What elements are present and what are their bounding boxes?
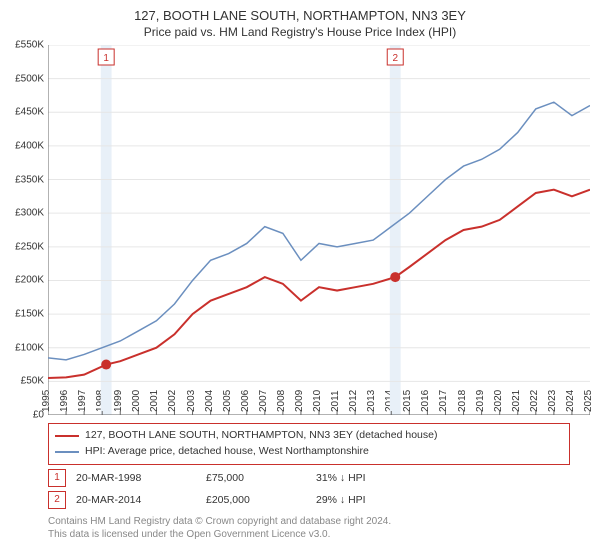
chart-container: 127, BOOTH LANE SOUTH, NORTHAMPTON, NN3 …	[0, 0, 600, 560]
y-tick-label: £250K	[15, 241, 48, 252]
y-tick-label: £500K	[15, 73, 48, 84]
y-tick-label: £200K	[15, 275, 48, 286]
y-tick-label: £450K	[15, 107, 48, 118]
marker-cell-date: 20-MAR-2014	[76, 494, 206, 506]
marker-cell-delta: 31% ↓ HPI	[316, 472, 436, 484]
marker-cell-delta: 29% ↓ HPI	[316, 494, 436, 506]
chart-subtitle: Price paid vs. HM Land Registry's House …	[0, 23, 600, 45]
y-tick-label: £350K	[15, 174, 48, 185]
attribution: Contains HM Land Registry data © Crown c…	[48, 515, 570, 541]
y-tick-label: £150K	[15, 309, 48, 320]
legend-label: HPI: Average price, detached house, West…	[85, 444, 369, 460]
chart-svg: 12	[48, 45, 590, 415]
marker-cell-price: £205,000	[206, 494, 316, 506]
attribution-line: Contains HM Land Registry data © Crown c…	[48, 515, 570, 528]
marker-cell-price: £75,000	[206, 472, 316, 484]
legend-swatch	[55, 435, 79, 437]
y-tick-label: £550K	[15, 40, 48, 51]
svg-text:2: 2	[392, 53, 398, 64]
series-hpi	[48, 102, 590, 360]
chart-title: 127, BOOTH LANE SOUTH, NORTHAMPTON, NN3 …	[0, 0, 600, 23]
series-price_paid	[48, 190, 590, 378]
marker-cell-date: 20-MAR-1998	[76, 472, 206, 484]
y-tick-label: £50K	[21, 376, 48, 387]
y-tick-label: £400K	[15, 140, 48, 151]
chart-plot-area: £0£50K£100K£150K£200K£250K£300K£350K£400…	[48, 45, 590, 415]
y-tick-label: £100K	[15, 342, 48, 353]
data-point-marker	[101, 360, 111, 370]
legend: 127, BOOTH LANE SOUTH, NORTHAMPTON, NN3 …	[48, 423, 570, 465]
data-point-marker	[390, 272, 400, 282]
svg-text:1: 1	[103, 53, 109, 64]
marker-cell: 2	[48, 491, 76, 509]
vertical-marker: 2	[387, 49, 403, 65]
attribution-line: This data is licensed under the Open Gov…	[48, 528, 570, 541]
y-tick-label: £300K	[15, 208, 48, 219]
marker-badge: 1	[48, 469, 66, 487]
marker-table: 1 20-MAR-1998£75,00031% ↓ HPI 2 20-MAR-2014…	[48, 469, 570, 509]
vertical-marker: 1	[98, 49, 114, 65]
legend-swatch	[55, 451, 79, 453]
legend-row: HPI: Average price, detached house, West…	[55, 444, 563, 460]
legend-label: 127, BOOTH LANE SOUTH, NORTHAMPTON, NN3 …	[85, 428, 437, 444]
legend-row: 127, BOOTH LANE SOUTH, NORTHAMPTON, NN3 …	[55, 428, 563, 444]
marker-cell: 1	[48, 469, 76, 487]
marker-badge: 2	[48, 491, 66, 509]
